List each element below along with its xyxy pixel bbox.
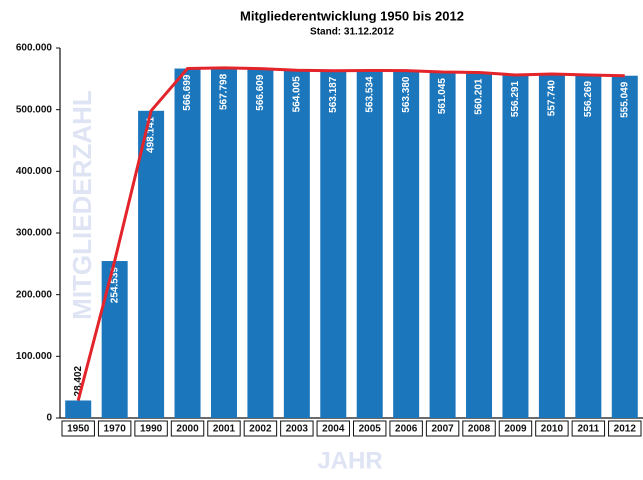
bar: [611, 75, 638, 418]
category-box: [608, 420, 642, 437]
x-tick-label: 1950: [67, 424, 90, 435]
value-label: 567.798: [219, 73, 230, 110]
bar: [575, 74, 602, 418]
bar: [320, 70, 347, 418]
value-label: 566.609: [255, 74, 266, 111]
x-tick-label: 2003: [286, 424, 309, 435]
bar: [138, 110, 165, 418]
y-tick-label: 200.000: [16, 289, 53, 300]
x-tick-label: 2001: [213, 424, 236, 435]
category-box: [389, 420, 423, 437]
x-tick-label: 2006: [395, 424, 418, 435]
chart-subtitle: Stand: 31.12.2012: [310, 27, 394, 38]
x-tick-label: 2010: [541, 424, 564, 435]
chart-title: Mitgliederentwicklung 1950 bis 2012: [240, 8, 464, 23]
bar: [429, 72, 456, 418]
y-tick-label: 400.000: [16, 166, 53, 177]
value-label: 564.005: [291, 76, 302, 113]
category-box: [243, 420, 278, 437]
x-axis-label: JAHR: [317, 447, 382, 474]
category-box: [207, 420, 241, 437]
category-box: [462, 420, 496, 437]
y-tick-label: 600.000: [16, 43, 53, 54]
bar: [247, 68, 274, 418]
category-box: [280, 420, 314, 437]
value-label: 556.291: [510, 81, 521, 118]
line: [76, 66, 625, 401]
value-label: 254.539: [109, 267, 120, 304]
x-tick-label: 2002: [249, 424, 272, 435]
category-box: [170, 420, 205, 437]
bar: [174, 68, 201, 418]
x-tick-label: 2005: [359, 424, 382, 435]
category-box: [353, 420, 387, 437]
bar: [393, 70, 420, 418]
value-label: 561.045: [437, 78, 448, 115]
value-label: 566.699: [182, 74, 193, 111]
y-tick-label: 100.000: [16, 351, 53, 362]
value-label: 555.049: [619, 81, 630, 118]
x-tick-label: 2012: [614, 424, 637, 435]
bar: [101, 261, 128, 418]
value-label: 563.187: [328, 76, 339, 113]
value-label: 563.380: [401, 76, 412, 113]
x-tick-label: 1970: [104, 424, 127, 435]
bar: [65, 400, 92, 418]
category-box: [498, 420, 533, 437]
bar: [283, 70, 310, 419]
value-label: 498.141: [146, 116, 157, 153]
category-box: [134, 420, 168, 437]
bar: [538, 74, 565, 418]
category-box: [97, 420, 132, 437]
value-label: 28.402: [73, 365, 84, 396]
x-tick-label: 2008: [468, 424, 491, 435]
bar: [502, 74, 529, 418]
value-label: 563.534: [364, 76, 375, 113]
x-tick-label: 2009: [504, 424, 527, 435]
value-label: 557.740: [547, 80, 558, 117]
y-axis-label: MITGLIEDERZAHL: [67, 90, 97, 320]
bar: [466, 72, 493, 418]
category-box: [425, 420, 460, 437]
value-label: 560.201: [474, 78, 485, 115]
x-tick-label: 2004: [322, 424, 345, 435]
y-tick-label: 300.000: [16, 228, 53, 239]
category-box: [316, 420, 350, 437]
x-tick-label: 2011: [577, 424, 599, 435]
x-tick-label: 2000: [176, 424, 199, 435]
category-box: [535, 420, 569, 437]
y-tick-label: 0: [46, 413, 52, 424]
category-box: [61, 420, 95, 437]
bar: [356, 70, 383, 418]
value-label: 556.269: [583, 81, 594, 118]
y-tick-label: 500.000: [16, 104, 53, 115]
x-tick-label: 2007: [431, 424, 454, 435]
bar: [210, 67, 237, 418]
category-box: [571, 420, 606, 437]
x-tick-label: 1990: [140, 424, 163, 435]
